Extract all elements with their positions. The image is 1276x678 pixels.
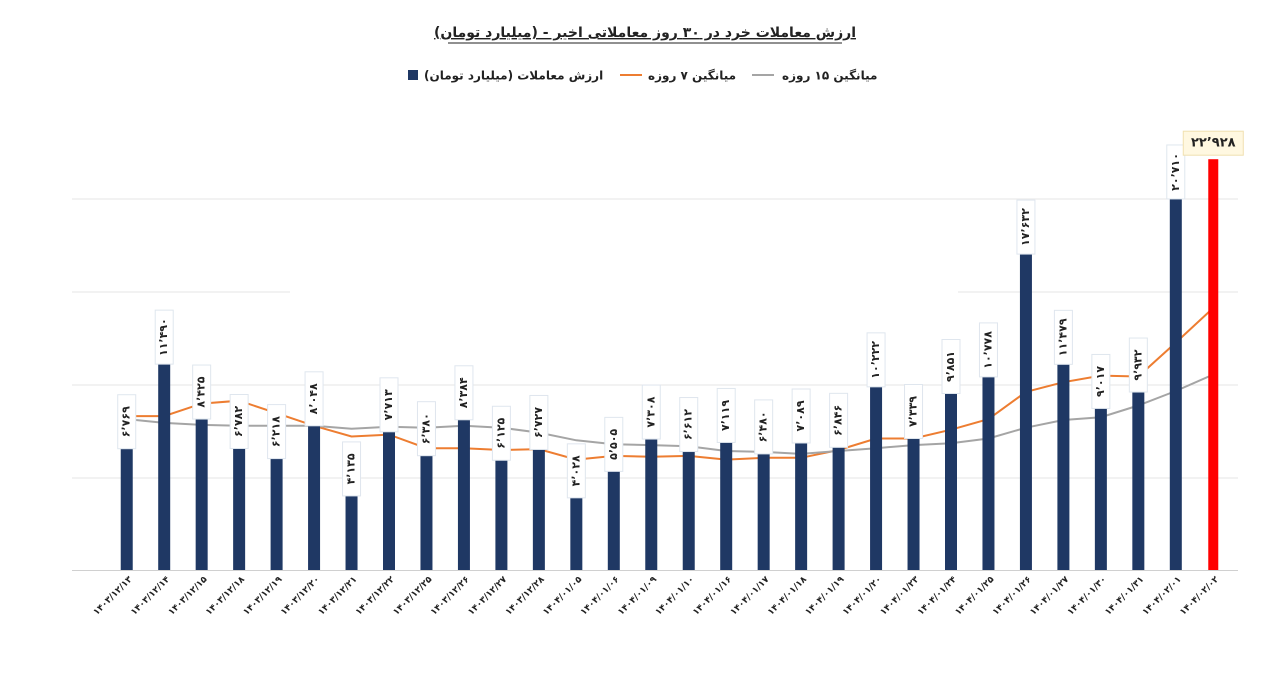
value-label-box — [1091, 353, 1111, 409]
bar — [982, 376, 995, 570]
value-label-box — [192, 364, 212, 420]
value-label: ۶٬۶۱۲ — [682, 409, 695, 440]
bar — [195, 419, 208, 570]
value-label-box — [1016, 199, 1036, 255]
bar — [832, 447, 845, 570]
value-label: ۷٬۷۱۳ — [382, 389, 395, 420]
bar — [607, 471, 620, 570]
value-label-box — [866, 332, 886, 388]
value-label-box — [566, 443, 586, 499]
value-label-box — [1182, 130, 1244, 156]
value-label: ۷٬۰۸۹ — [794, 400, 807, 431]
value-label: ۱۰٬۷۷۸ — [981, 331, 994, 369]
chart-title: ارزش معاملات خرد در ۳۰ روز معاملاتی اخیر… — [434, 25, 856, 41]
value-label: ۴٬۰۲۸ — [569, 455, 582, 486]
value-label: ۵٬۵۰۵ — [607, 429, 620, 460]
value-label-box — [604, 416, 624, 472]
value-label-box — [229, 393, 249, 449]
value-label-box — [154, 309, 174, 365]
bar — [1057, 364, 1070, 570]
bar — [870, 386, 883, 570]
bar — [1169, 198, 1182, 570]
bar — [120, 448, 133, 570]
value-label-box — [754, 399, 774, 455]
value-label: ۸٬۰۴۸ — [307, 383, 320, 414]
bar — [945, 393, 957, 570]
value-label-box — [829, 392, 849, 448]
value-label: ۶٬۳۸۰ — [419, 413, 432, 444]
value-label-box — [716, 387, 736, 443]
bar — [420, 455, 433, 570]
value-label-box — [1053, 309, 1073, 365]
value-label-box — [1128, 337, 1148, 393]
value-label: ۱۱٬۴۹۰ — [157, 318, 170, 356]
bar — [757, 453, 770, 570]
value-label-box — [941, 339, 961, 395]
value-label-box — [304, 371, 324, 427]
value-label-box — [679, 397, 699, 453]
value-label: ۶٬۱۲۵ — [494, 417, 507, 448]
value-label-box — [267, 404, 287, 460]
value-label: ۱۷٬۶۳۲ — [1019, 208, 1032, 246]
value-label: ۱۰٬۲۲۲ — [869, 341, 882, 379]
value-label: ۶٬۲۱۸ — [270, 416, 283, 447]
value-label-box — [491, 405, 511, 461]
value-label-box — [791, 388, 811, 444]
value-label-box — [529, 394, 549, 450]
value-label: ۶٬۴۸۰ — [757, 411, 770, 442]
value-label: ۲۰٬۷۱۰ — [1169, 153, 1182, 191]
bar — [495, 460, 508, 570]
value-label-box — [342, 441, 362, 497]
legend-label: ارزش معاملات (میلیارد تومان) — [424, 69, 603, 84]
bar — [907, 438, 920, 570]
value-label-box — [1166, 144, 1186, 200]
value-label: ۶٬۷۸۲ — [232, 406, 245, 437]
value-label-box — [904, 384, 924, 440]
value-label: ۶٬۷۶۹ — [120, 406, 133, 437]
bar — [720, 442, 733, 570]
value-label-box — [416, 401, 436, 457]
value-label: ۴٬۱۳۵ — [345, 453, 358, 484]
value-label-box — [978, 322, 998, 378]
bar — [457, 419, 470, 570]
value-label: ۸٬۴۲۵ — [195, 376, 208, 407]
bar — [1208, 159, 1219, 570]
bar — [532, 449, 545, 570]
bar — [570, 497, 583, 570]
bar — [233, 448, 246, 570]
value-label: ۷٬۱۱۹ — [719, 400, 732, 431]
bar — [345, 495, 358, 570]
legend-swatch — [408, 70, 418, 80]
legend-label: میانگین ۱۵ روزه — [782, 69, 877, 84]
bar — [308, 425, 321, 570]
value-label: ۸٬۳۸۴ — [457, 377, 470, 408]
bar — [645, 439, 658, 570]
value-label-box — [454, 365, 474, 421]
bar — [383, 431, 395, 570]
value-label: ۲۲٬۹۲۸ — [1191, 136, 1236, 151]
bar — [1094, 408, 1107, 570]
value-label-box — [117, 394, 137, 450]
value-label: ۶٬۷۲۷ — [532, 407, 545, 438]
value-label: ۹٬۸۵۱ — [944, 351, 957, 382]
value-label: ۶٬۸۴۶ — [832, 405, 845, 436]
bar — [1019, 254, 1032, 571]
bar — [158, 364, 171, 570]
value-label: ۹٬۹۳۲ — [1131, 349, 1144, 380]
value-label: ۹٬۰۱۷ — [1094, 366, 1107, 397]
bar — [795, 442, 808, 570]
value-label-box — [379, 377, 399, 433]
value-label: ۱۱٬۴۷۹ — [1056, 318, 1069, 356]
bar — [1132, 392, 1145, 570]
bar — [270, 458, 283, 570]
bar — [682, 451, 695, 570]
value-label: ۷٬۳۳۹ — [907, 396, 920, 427]
legend-label: میانگین ۷ روزه — [648, 69, 736, 84]
value-label-box — [641, 384, 661, 440]
value-label: ۷٬۳۰۸ — [644, 396, 657, 427]
